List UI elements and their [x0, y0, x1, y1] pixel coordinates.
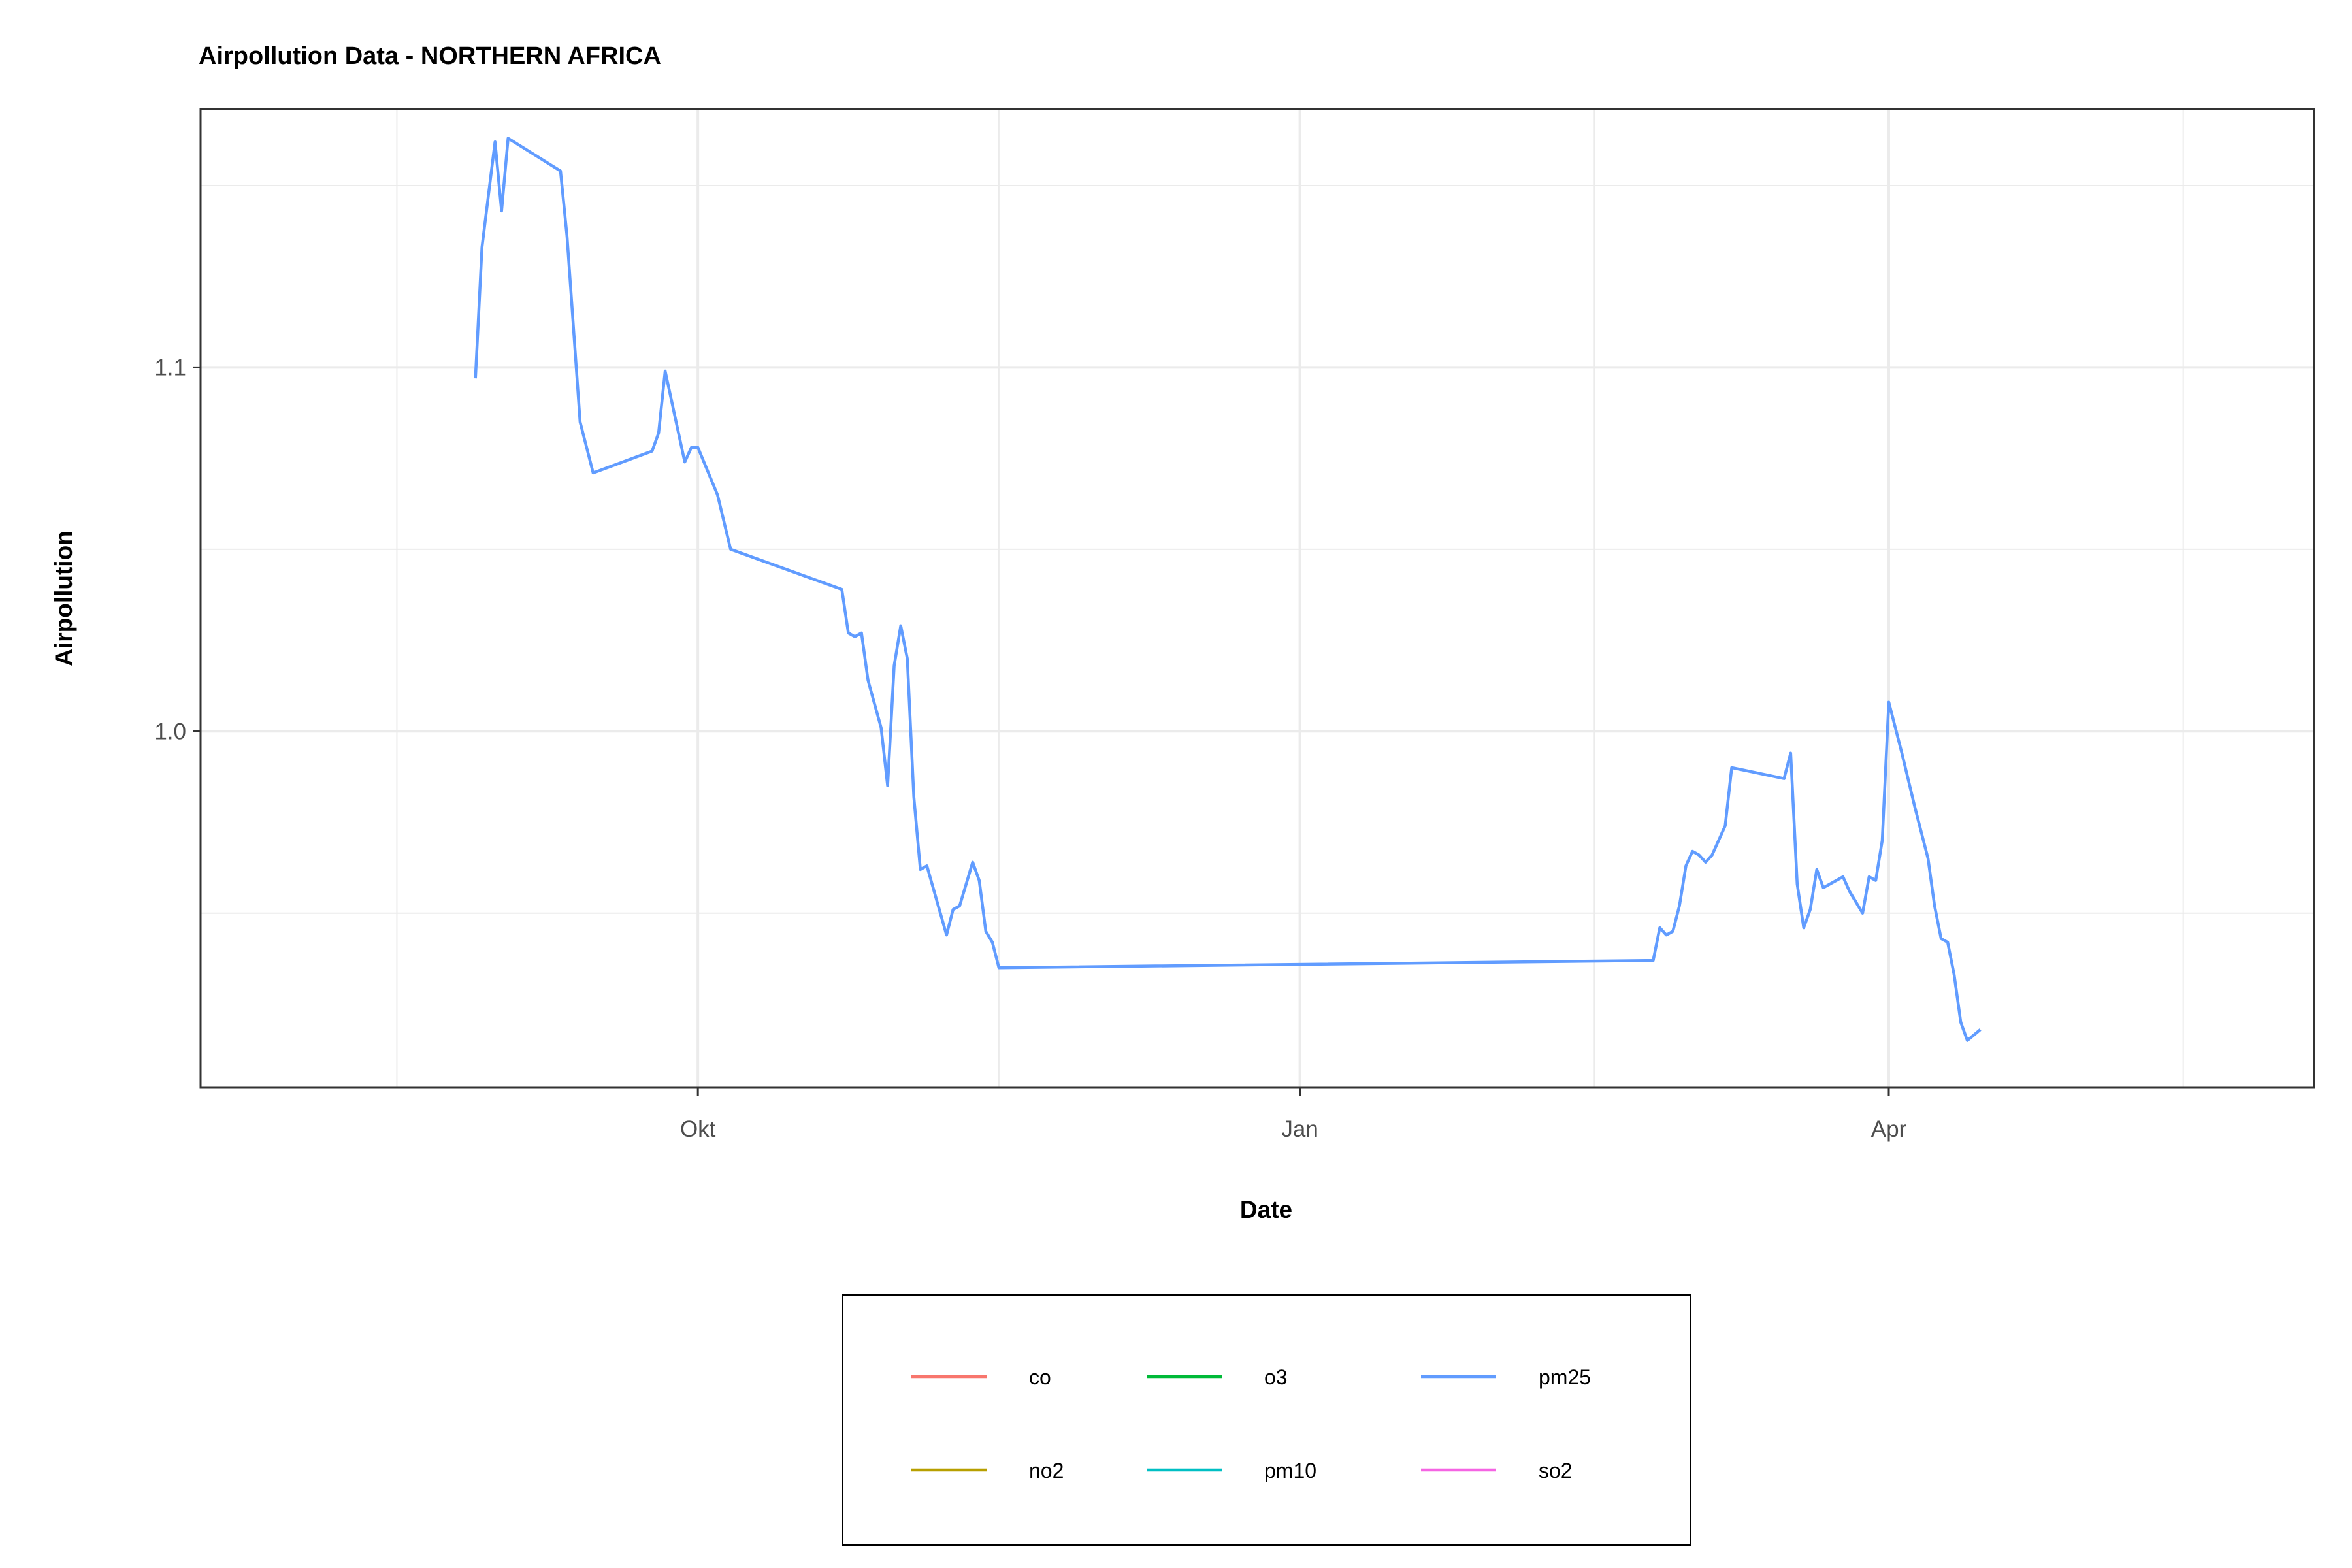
series-line-pm25 — [474, 137, 1982, 1042]
y-tick-label: 1.1 — [154, 355, 186, 380]
x-axis: Okt Jan Apr — [680, 1088, 1907, 1142]
y-axis-title: Airpollution — [50, 531, 77, 666]
legend-label-co: co — [1029, 1365, 1051, 1389]
chart-title: Airpollution Data - NORTHERN AFRICA — [199, 42, 661, 70]
legend-box — [842, 1294, 1691, 1546]
legend-label-pm25: pm25 — [1539, 1365, 1591, 1389]
x-axis-title: Date — [1240, 1196, 1292, 1223]
series-lines — [474, 137, 1982, 1042]
legend-label-no2: no2 — [1029, 1459, 1064, 1482]
major-gridlines — [201, 109, 2314, 1088]
legend-label-so2: so2 — [1539, 1459, 1573, 1482]
x-tick-label: Okt — [680, 1117, 716, 1142]
x-tick-label: Jan — [1281, 1117, 1318, 1142]
y-axis: 1.0 1.1 — [154, 355, 201, 744]
legend-items: co no2 o3 pm10 pm25 so2 — [911, 1365, 1591, 1482]
panel-border — [199, 108, 2315, 1089]
legend: co no2 o3 pm10 pm25 so2 — [842, 1294, 1691, 1546]
y-tick-label: 1.0 — [154, 719, 186, 744]
x-tick-label: Apr — [1871, 1117, 1907, 1142]
minor-gridlines — [201, 109, 2314, 1088]
legend-label-pm10: pm10 — [1264, 1459, 1316, 1482]
plot-panel — [201, 109, 2314, 1088]
legend-label-o3: o3 — [1264, 1365, 1288, 1389]
